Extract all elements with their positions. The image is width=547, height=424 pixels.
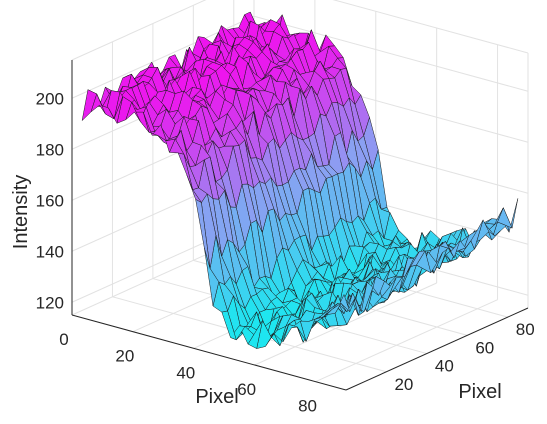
surface-mesh bbox=[81, 11, 519, 349]
box-edge bbox=[71, 0, 207, 61]
x-tick-label: 80 bbox=[298, 397, 317, 416]
z-tick-label: 180 bbox=[36, 140, 64, 159]
x-tick-label: 40 bbox=[176, 363, 195, 382]
x-tick-label: 60 bbox=[237, 380, 256, 399]
z-tick-label: 200 bbox=[36, 89, 64, 108]
y-axis-label: Pixel bbox=[458, 381, 501, 403]
z-tick-label: 120 bbox=[36, 293, 64, 312]
x-tick-label: 0 bbox=[59, 330, 68, 349]
y-tick-label: 40 bbox=[435, 357, 454, 376]
y-tick-label: 20 bbox=[394, 375, 413, 394]
z-axis-label: Intensity bbox=[10, 175, 32, 249]
y-tick-label: 60 bbox=[475, 338, 494, 357]
x-grid-line bbox=[315, 299, 498, 383]
surface-patch bbox=[81, 89, 98, 122]
x-tick-label: 20 bbox=[115, 347, 134, 366]
x-axis-line bbox=[71, 314, 347, 391]
tick-labels: 120 140 160 180 200 0 20 40 60 80 20 40 60 80 bbox=[36, 89, 535, 415]
y-tick-label: 80 bbox=[516, 320, 535, 339]
y-axis-line bbox=[345, 307, 529, 391]
z-tick-label: 160 bbox=[36, 191, 64, 210]
z-tick-label: 140 bbox=[36, 242, 64, 261]
z-grid-line bbox=[253, 15, 529, 92]
x-axis-label: Pixel bbox=[195, 386, 238, 408]
box-edge bbox=[332, 0, 529, 54]
